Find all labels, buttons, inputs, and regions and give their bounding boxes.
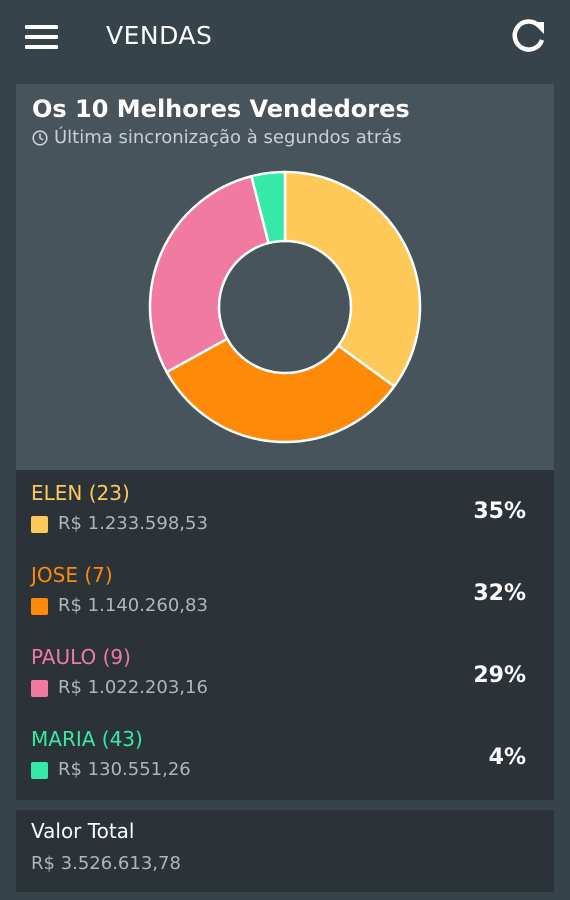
seller-percent: 32% xyxy=(473,581,526,606)
color-swatch xyxy=(31,680,48,697)
total-label: Valor Total xyxy=(31,819,135,843)
donut-slice-elen xyxy=(283,170,422,388)
seller-name: JOSE (7) xyxy=(31,563,113,587)
top-sellers-card: Os 10 Melhores Vendedores Última sincron… xyxy=(16,84,554,470)
color-swatch xyxy=(31,516,48,533)
seller-percent: 4% xyxy=(488,745,526,770)
donut-slice-jose xyxy=(165,337,396,444)
donut-slice-maria xyxy=(250,170,287,245)
seller-name: PAULO (9) xyxy=(31,645,131,669)
donut-chart xyxy=(148,170,422,444)
sync-status-text: Última sincronização à segundos atrás xyxy=(54,127,402,148)
sync-status: Última sincronização à segundos atrás xyxy=(32,126,402,150)
color-swatch xyxy=(31,598,48,615)
app-title: VENDAS xyxy=(106,21,213,50)
refresh-icon[interactable] xyxy=(508,16,548,56)
card-title: Os 10 Melhores Vendedores xyxy=(32,95,410,123)
seller-row-elen[interactable]: ELEN (23) R$ 1.233.598,53 35% xyxy=(16,470,554,554)
clock-icon xyxy=(32,130,48,146)
seller-row-paulo[interactable]: PAULO (9) R$ 1.022.203,16 29% xyxy=(16,634,554,718)
total-value: R$ 3.526.613,78 xyxy=(31,853,181,874)
seller-value: R$ 130.551,26 xyxy=(58,759,191,780)
hamburger-menu-icon[interactable] xyxy=(25,24,58,50)
seller-percent: 29% xyxy=(473,663,526,688)
seller-value: R$ 1.022.203,16 xyxy=(58,677,208,698)
sellers-list: ELEN (23) R$ 1.233.598,53 35% JOSE (7) R… xyxy=(16,470,554,800)
seller-row-maria[interactable]: MARIA (43) R$ 130.551,26 4% xyxy=(16,716,554,798)
seller-value: R$ 1.140.260,83 xyxy=(58,595,208,616)
donut-slice-paulo xyxy=(148,174,270,374)
app-bar: VENDAS xyxy=(0,0,570,80)
seller-percent: 35% xyxy=(473,499,526,524)
seller-value: R$ 1.233.598,53 xyxy=(58,513,208,534)
seller-row-jose[interactable]: JOSE (7) R$ 1.140.260,83 32% xyxy=(16,552,554,636)
color-swatch xyxy=(31,762,48,779)
seller-name: ELEN (23) xyxy=(31,481,130,505)
seller-name: MARIA (43) xyxy=(31,727,143,751)
total-card: Valor Total R$ 3.526.613,78 xyxy=(16,810,554,892)
